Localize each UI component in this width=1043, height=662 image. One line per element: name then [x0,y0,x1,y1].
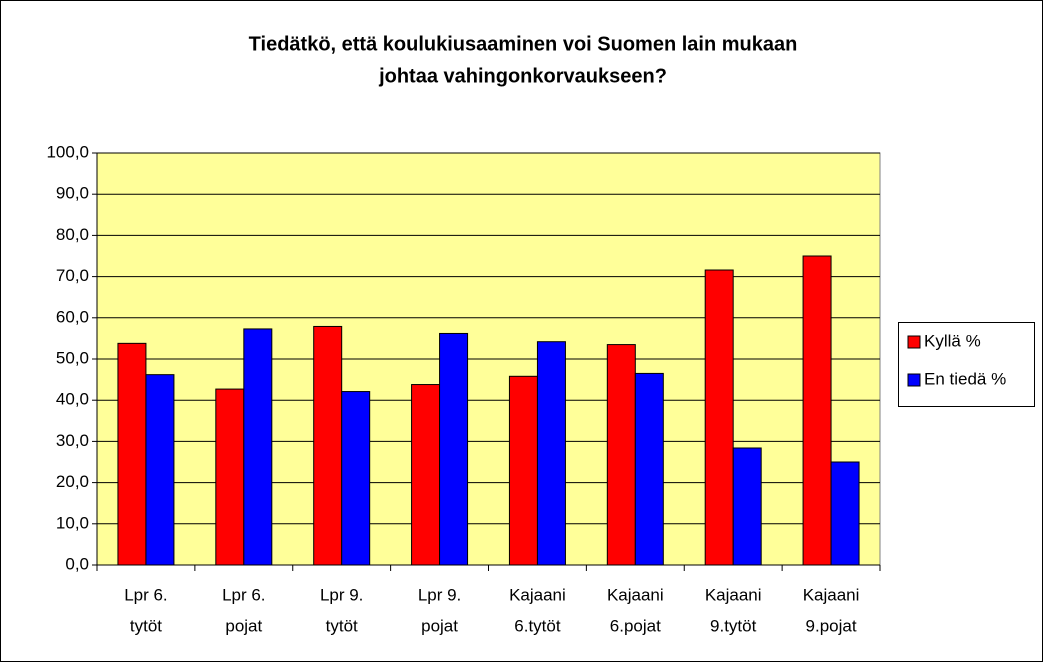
x-tick-label: 9.pojat [806,616,857,635]
bar [508,375,538,566]
bar [215,388,245,566]
x-tick-label: Kajaani [803,585,860,604]
x-tick-label: pojat [225,616,262,635]
bar [439,332,469,566]
y-tick-label: 90,0 [56,184,89,203]
bar [243,328,273,566]
bar [411,384,441,566]
x-tick-label: Kajaani [705,585,762,604]
bar [341,391,371,566]
legend-swatch [907,335,921,349]
x-tick-label: 6.pojat [610,616,661,635]
x-tick-label: tytöt [130,616,162,635]
y-tick-label: 40,0 [56,390,89,409]
chart-title: Tiedätkö, että koulukiusaaminen voi Suom… [249,33,798,55]
x-tick-label: Kajaani [607,585,664,604]
legend-swatch [907,373,921,387]
x-tick-label: Kajaani [509,585,566,604]
y-tick-label: 100,0 [46,142,89,161]
bar [536,341,566,566]
bar [732,447,762,566]
x-tick-label: pojat [421,616,458,635]
x-tick-label: Lpr 6. [222,585,265,604]
bar [634,372,664,566]
bar [606,344,636,566]
y-tick-label: 60,0 [56,307,89,326]
x-tick-label: Lpr 6. [124,585,167,604]
legend-label: Kyllä % [924,331,981,350]
chart-title: johtaa vahingonkorvaukseen? [378,65,667,87]
y-tick-label: 50,0 [56,348,89,367]
bar [830,461,860,566]
y-tick-label: 0,0 [65,554,89,573]
bar [117,342,147,566]
x-tick-label: Lpr 9. [418,585,461,604]
y-tick-label: 10,0 [56,513,89,532]
x-tick-label: Lpr 9. [320,585,363,604]
y-tick-label: 70,0 [56,266,89,285]
x-tick-label: 6.tytöt [514,616,561,635]
legend-box [898,322,1035,407]
y-tick-label: 80,0 [56,225,89,244]
x-tick-label: 9.tytöt [710,616,757,635]
bar [704,269,734,566]
y-tick-label: 30,0 [56,431,89,450]
bar [313,325,343,566]
bar [802,255,832,566]
x-tick-label: tytöt [326,616,358,635]
y-tick-label: 20,0 [56,472,89,491]
legend-label: En tiedä % [924,369,1006,388]
bar [145,374,175,566]
